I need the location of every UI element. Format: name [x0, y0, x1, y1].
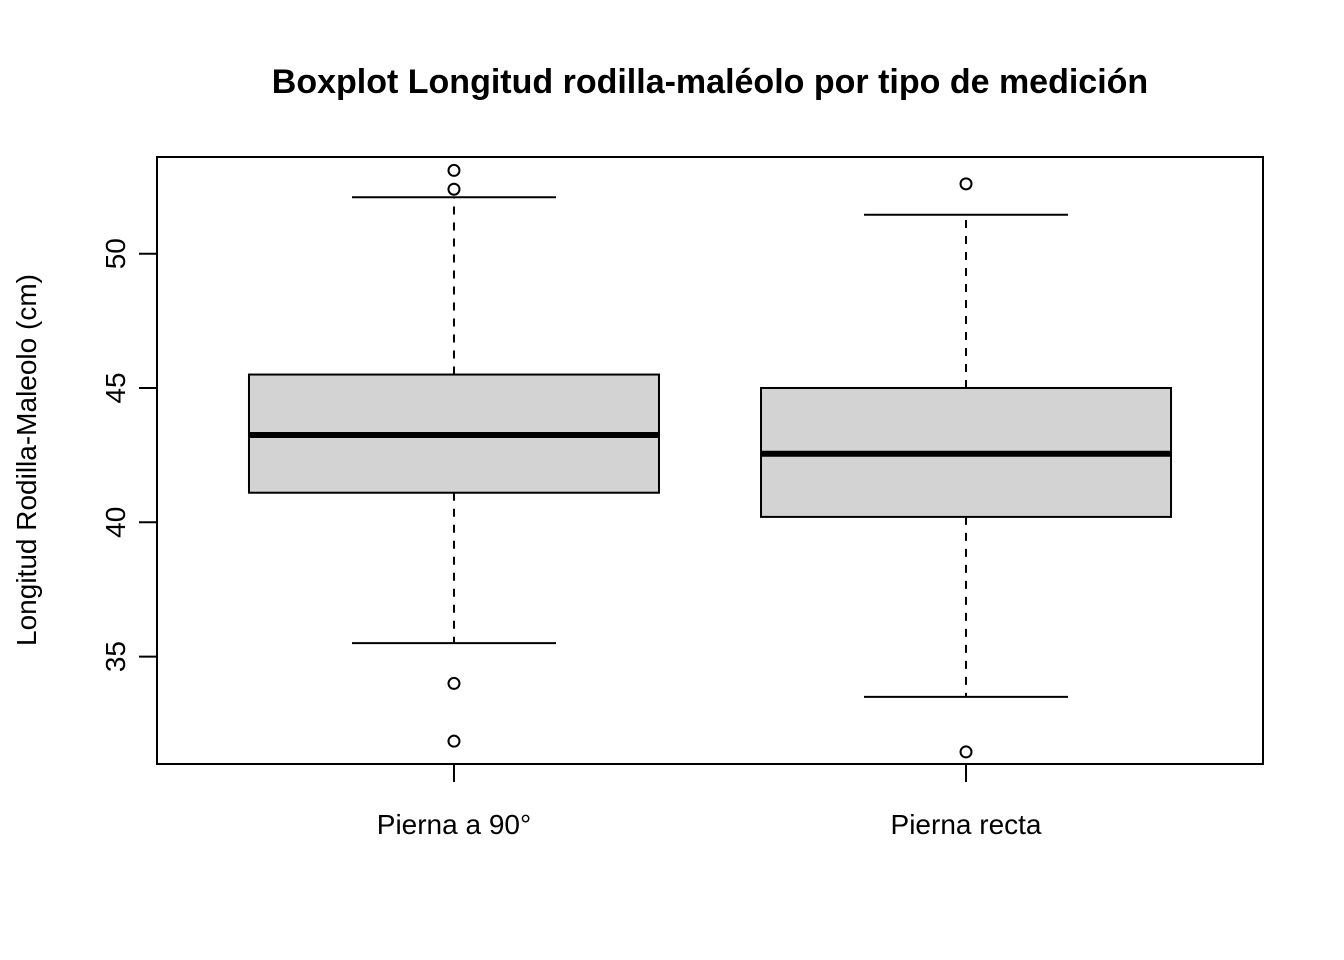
y-tick-label: 35: [100, 641, 131, 672]
x-tick-label: Pierna a 90°: [377, 809, 531, 840]
x-tick-label: Pierna recta: [891, 809, 1042, 840]
outlier-point: [447, 163, 461, 177]
y-axis-label: Longitud Rodilla-Maleolo (cm): [11, 274, 42, 646]
x-axis: Pierna a 90° Pierna recta: [377, 764, 1042, 840]
outlier-point: [447, 676, 461, 690]
y-axis: 35 40 45 50: [100, 238, 158, 672]
boxes-layer: [247, 163, 1173, 759]
y-tick-label: 45: [100, 372, 131, 403]
y-tick-label: 40: [100, 507, 131, 538]
box-group: [247, 163, 660, 748]
chart-title: Boxplot Longitud rodilla-maléolo por tip…: [272, 63, 1148, 101]
outlier-point: [447, 182, 461, 196]
outlier-point: [959, 745, 973, 759]
outlier-point: [959, 177, 973, 191]
box-group: [760, 177, 1173, 759]
outlier-point: [447, 734, 461, 748]
y-tick-label: 50: [100, 238, 131, 269]
